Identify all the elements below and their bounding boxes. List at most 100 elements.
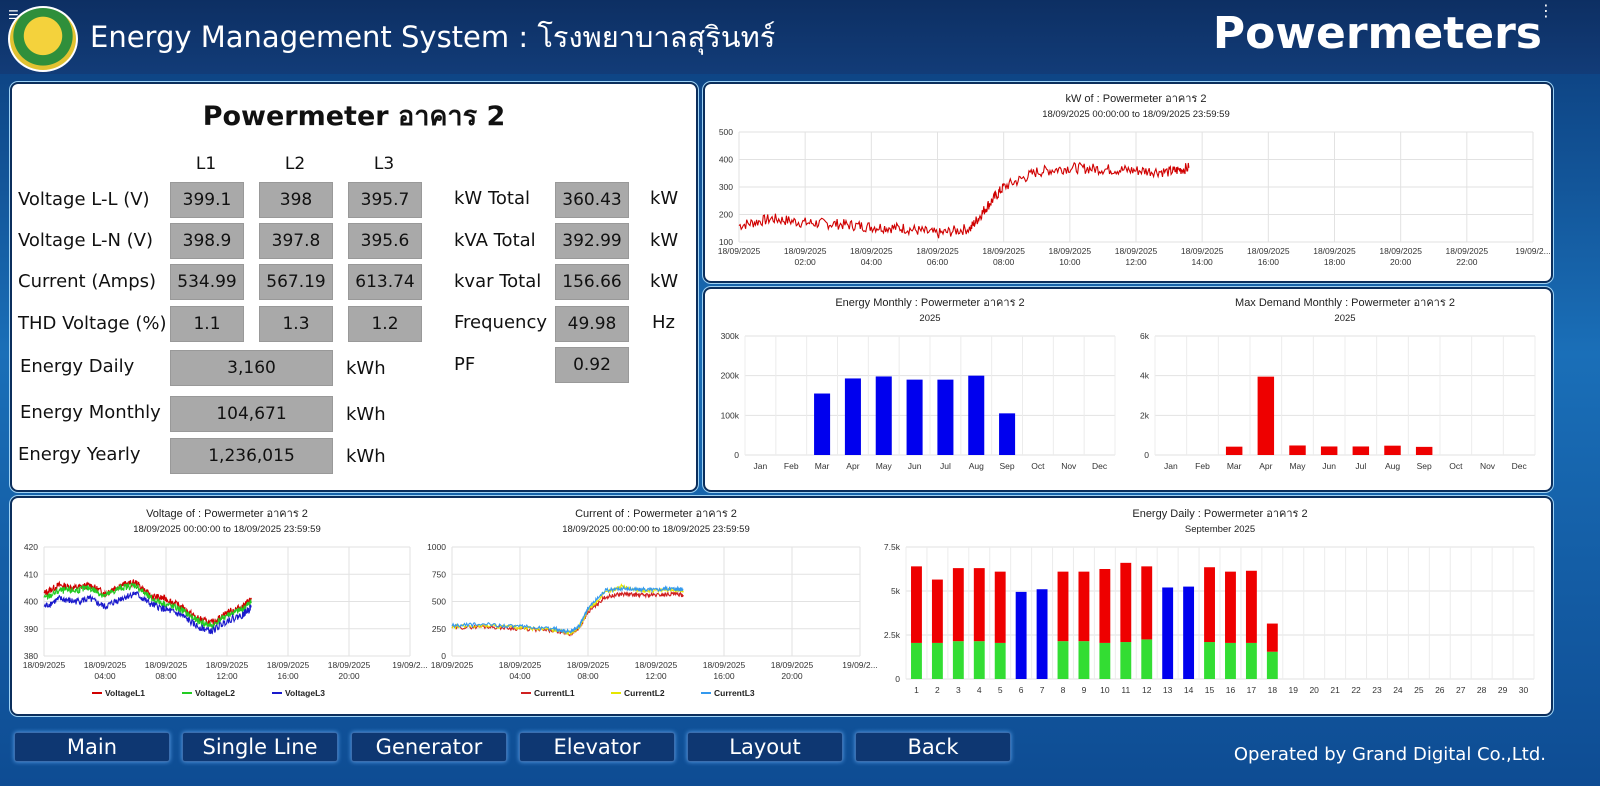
- header-bar: ☰ Energy Management System : โรงพยาบาลสุ…: [0, 0, 1600, 74]
- current-chart-x-tick-time: 16:00: [713, 671, 735, 681]
- pf-value: 0.92: [555, 347, 629, 383]
- frequency-unit: Hz: [652, 312, 675, 333]
- voltage-chart-x-tick-time: 20:00: [338, 671, 360, 681]
- pf-label: PF: [454, 354, 476, 375]
- current-chart-x-tick-time: 12:00: [645, 671, 667, 681]
- energy-monthly-chart-y-tick: 300k: [721, 331, 740, 341]
- energy-monthly-chart-x-tick: Oct: [1031, 461, 1045, 471]
- nav-back-button[interactable]: Back: [855, 732, 1011, 762]
- voltage-chart-x-tick-date: 18/09/2025: [23, 660, 66, 670]
- kw-chart-y-tick: 400: [719, 155, 733, 165]
- kw-chart-x-tick-date: 18/09/2025: [916, 246, 959, 256]
- bottom-charts: Voltage of : Powermeter อาคาร 2 18/09/202…: [23, 508, 1535, 698]
- meter-readings-panel: Powermeter อาคาร 2 L1 L2 L3 Voltage L-L …: [10, 82, 698, 492]
- current-chart-x-tick-date: 18/09/2025: [771, 660, 814, 670]
- kva-total-label: kVA Total: [454, 230, 536, 251]
- voltage-chart-series-line-3: [43, 590, 252, 635]
- energy-daily-chart-x-tick: 30: [1519, 685, 1529, 695]
- max-demand-chart-x-tick: Sep: [1417, 461, 1432, 471]
- voltage-chart-x-tick-date: 19/09/2...: [392, 660, 427, 670]
- energy-monthly-chart-x-tick: Jul: [940, 461, 951, 471]
- energy-daily-chart-bar-segment: [1266, 651, 1278, 679]
- current-chart-series-line-3: [451, 584, 684, 635]
- kw-chart-x-tick-date: 18/09/2025: [982, 246, 1025, 256]
- voltage-chart-y-tick: 380: [24, 651, 38, 661]
- voltage-chart-legend-label: VoltageL1: [105, 688, 145, 698]
- energy-daily-chart-bar-segment: [973, 568, 985, 642]
- energy-daily-chart-x-tick: 9: [1082, 685, 1087, 695]
- nav-elevator-button[interactable]: Elevator: [519, 732, 675, 762]
- max-demand-chart-x-tick: Oct: [1449, 461, 1463, 471]
- kw-chart-x-tick-date: 18/09/2025: [784, 246, 827, 256]
- kw-total-label: kW Total: [454, 188, 530, 209]
- kw-chart-x-tick-time: 18:00: [1324, 257, 1346, 267]
- max-demand-chart-bar: [1415, 446, 1433, 455]
- kw-total-value: 360.43: [555, 182, 629, 218]
- energy-daily-chart-x-tick: 7: [1040, 685, 1045, 695]
- current-chart-x-tick-time: 08:00: [577, 671, 599, 681]
- max-demand-chart-title: Max Demand Monthly : Powermeter อาคาร 2: [1235, 297, 1455, 309]
- max-demand-chart-x-tick: Nov: [1480, 461, 1496, 471]
- energy-yearly-value: 1,236,015: [170, 438, 333, 474]
- kw-chart-x-tick-time: 02:00: [795, 257, 817, 267]
- energy-daily-chart-bar-segment: [1162, 587, 1174, 679]
- max-demand-chart-x-tick: Jun: [1322, 461, 1336, 471]
- current-chart-legend-label: CurrentL1: [534, 688, 575, 698]
- kw-chart-x-tick-date: 18/09/2025: [1379, 246, 1422, 256]
- energy-daily-chart-bar-segment: [1120, 642, 1132, 679]
- energy-daily-unit: kWh: [346, 358, 386, 379]
- monthly-charts: Energy Monthly : Powermeter อาคาร 2 2025 3…: [721, 297, 1536, 471]
- current-chart-series-line-1: [451, 590, 684, 637]
- nav-main-button[interactable]: Main: [14, 732, 170, 762]
- current-chart-legend-label: CurrentL2: [624, 688, 665, 698]
- value-thd-l2: 1.3: [259, 306, 333, 342]
- kvar-total-label: kvar Total: [454, 271, 542, 292]
- max-demand-chart-bar: [1225, 446, 1243, 455]
- kw-chart-x-tick-time: 14:00: [1192, 257, 1214, 267]
- current-chart-x-tick-date: 18/09/2025: [635, 660, 678, 670]
- value-current-l1: 534.99: [170, 264, 244, 300]
- energy-monthly-chart-bar: [844, 378, 861, 455]
- energy-monthly-chart-x-tick: Feb: [784, 461, 799, 471]
- energy-daily-chart-x-tick: 29: [1498, 685, 1508, 695]
- hamburger-menu-icon[interactable]: ☰: [8, 8, 19, 22]
- kw-chart-x-tick-date: 18/09/2025: [718, 246, 761, 256]
- value-voltage-ln-l1: 398.9: [170, 223, 244, 259]
- phase-header-l2: L2: [284, 154, 306, 174]
- energy-monthly-chart-bar: [906, 379, 923, 455]
- max-demand-chart-bar: [1352, 446, 1370, 455]
- voltage-chart-legend-label: VoltageL3: [285, 688, 325, 698]
- kvar-total-unit: kW: [650, 271, 679, 292]
- energy-daily-chart-title: Energy Daily : Powermeter อาคาร 2: [1132, 508, 1307, 520]
- energy-daily-chart-bar-segment: [931, 642, 943, 679]
- energy-daily-chart-x-tick: 6: [1019, 685, 1024, 695]
- kw-chart-x-tick-date: 19/09/2...: [1515, 246, 1550, 256]
- max-demand-chart-x-tick: Apr: [1259, 461, 1272, 471]
- kw-chart-x-tick-time: 10:00: [1059, 257, 1081, 267]
- energy-daily-chart-bar-segment: [1057, 641, 1069, 679]
- current-chart-x-tick-date: 18/09/2025: [499, 660, 542, 670]
- nav-layout-button[interactable]: Layout: [687, 732, 843, 762]
- energy-daily-chart-x-tick: 26: [1435, 685, 1445, 695]
- voltage-chart-y-tick: 410: [24, 569, 38, 579]
- energy-daily-chart-x-tick: 23: [1372, 685, 1382, 695]
- max-demand-chart-x-tick: May: [1289, 461, 1306, 471]
- max-demand-chart-y-tick: 4k: [1140, 371, 1150, 381]
- current-chart-subtitle: 18/09/2025 00:00:00 to 18/09/2025 23:59:…: [562, 524, 750, 535]
- nav-generator-button[interactable]: Generator: [351, 732, 507, 762]
- kw-chart: kW of : Powermeter อาคาร 2 18/09/2025 00:…: [718, 93, 1551, 267]
- energy-daily-chart-y-tick: 5k: [891, 586, 901, 596]
- kebab-menu-icon[interactable]: ⋮: [1538, 1, 1554, 20]
- energy-daily-chart-x-tick: 4: [977, 685, 982, 695]
- nav-single-line-button[interactable]: Single Line: [182, 732, 338, 762]
- energy-daily-chart-bar-segment: [1057, 571, 1069, 642]
- energy-monthly-chart-bar: [937, 379, 954, 455]
- system-title: Energy Management System : โรงพยาบาลสุริ…: [90, 20, 776, 54]
- energy-daily-chart-x-tick: 20: [1309, 685, 1319, 695]
- kw-chart-x-tick-date: 18/09/2025: [1181, 246, 1224, 256]
- energy-monthly-chart-y-tick: 100k: [721, 410, 740, 420]
- energy-monthly-chart-x-tick: Nov: [1061, 461, 1077, 471]
- energy-daily-chart-x-tick: 15: [1205, 685, 1215, 695]
- max-demand-chart-bar: [1384, 445, 1401, 455]
- kw-chart-y-tick: 300: [719, 182, 733, 192]
